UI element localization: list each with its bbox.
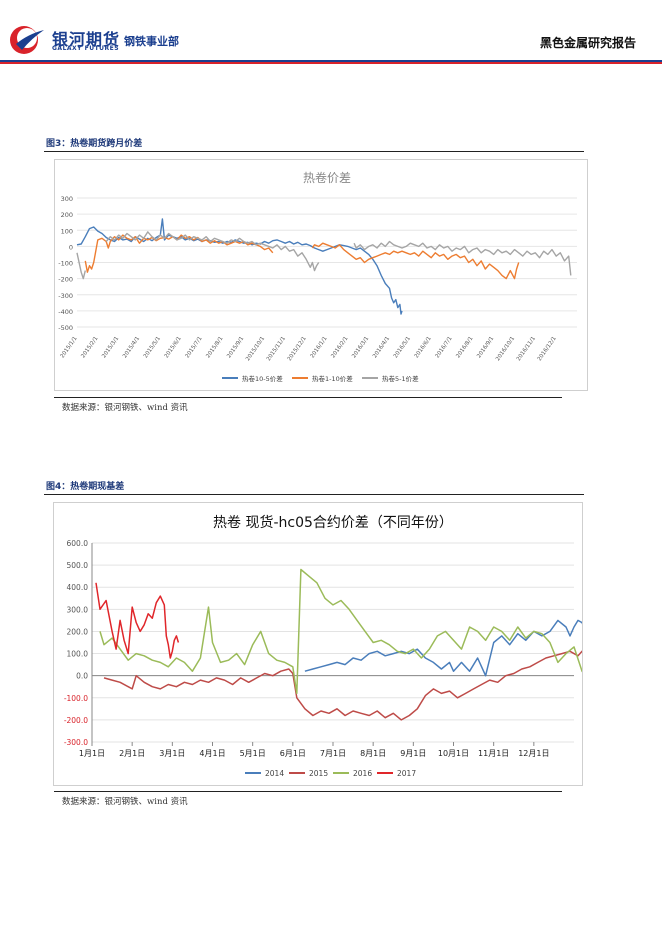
series-line — [76, 231, 572, 280]
y-tick-label: 300 — [61, 195, 73, 203]
legend-label: 2016 — [353, 769, 372, 778]
y-tick-label: -200 — [58, 276, 73, 284]
x-tick-label: 2015/4/1 — [122, 336, 141, 360]
x-tick-label: 12月1日 — [518, 749, 549, 758]
x-tick-label: 5月1日 — [240, 749, 266, 758]
x-tick-label: 2015/1/1 — [60, 336, 79, 360]
y-tick-label: 200 — [61, 211, 73, 219]
x-tick-label: 2016/7/1 — [435, 336, 454, 360]
galaxy-logo-icon — [10, 26, 44, 54]
department-label: 钢铁事业部 — [124, 35, 179, 48]
y-tick-label: 400.0 — [67, 583, 89, 592]
figure3-source: 数据来源：银河钢铁、wind 资讯 — [62, 403, 188, 413]
x-tick-label: 2016/12/1 — [537, 336, 558, 363]
series-line — [99, 568, 613, 695]
x-tick-label: 2015/6/1 — [164, 336, 183, 360]
x-tick-label: 2015/12/1 — [287, 336, 308, 363]
figure3-caption: 图3：热卷期货跨月价差 — [46, 139, 143, 149]
x-tick-label: 1月1日 — [79, 749, 105, 758]
y-tick-label: -300 — [58, 292, 73, 300]
y-tick-label: -400 — [58, 308, 73, 316]
x-tick-label: 2015/10/1 — [245, 336, 266, 363]
x-tick-label: 2016/5/1 — [393, 336, 412, 360]
figure4-top-rule — [44, 494, 584, 495]
x-tick-label: 2016/1/1 — [310, 336, 329, 360]
series-line — [304, 619, 613, 677]
logo-text-cn: 银河期货 — [52, 30, 121, 49]
x-tick-label: 4月1日 — [199, 749, 225, 758]
x-tick-label: 2015/8/1 — [205, 336, 224, 360]
y-tick-label: 600.0 — [67, 539, 89, 548]
legend-label: 热卷1-10价差 — [312, 374, 353, 383]
x-tick-label: 2月1日 — [119, 749, 145, 758]
figure3-chart: 热卷价差 300 200 100 0 -100 -200 -300 -400 -500 2015/1… — [54, 159, 588, 391]
x-tick-label: 9月1日 — [400, 749, 426, 758]
x-tick-label: 2016/2/1 — [330, 336, 349, 360]
y-tick-label: 500.0 — [67, 561, 89, 570]
figure4-chart: 热卷 现货-hc05合约价差（不同年份） 600.0 500.0 400.0 300.0… — [53, 502, 613, 786]
series-line — [103, 646, 613, 721]
x-tick-label: 11月1日 — [478, 749, 509, 758]
x-tick-label: 2015/11/1 — [266, 336, 287, 363]
figure4-bottom-rule — [54, 791, 562, 792]
x-tick-label: 3月1日 — [159, 749, 185, 758]
x-tick-label: 8月1日 — [360, 749, 386, 758]
x-tick-label: 2016/3/1 — [351, 336, 370, 360]
figure3-top-rule — [44, 151, 584, 152]
figure4-source: 数据来源：银河钢铁、wind 资讯 — [62, 797, 188, 807]
chart-title: 热卷价差 — [303, 170, 351, 185]
x-tick-label: 2015/9/1 — [226, 336, 245, 360]
x-tick-label: 2015/5/1 — [143, 336, 162, 360]
x-tick-label: 2015/2/1 — [80, 336, 99, 360]
figure4-caption: 图4：热卷期现基差 — [46, 482, 125, 492]
y-tick-label: 300.0 — [67, 605, 89, 614]
series-line — [84, 234, 520, 280]
chart-title: 热卷 现货-hc05合约价差（不同年份） — [213, 514, 453, 531]
legend-label: 热卷5-1价差 — [382, 374, 419, 383]
x-tick-label: 2015/3/1 — [101, 336, 120, 360]
x-tick-label: 2015/7/1 — [185, 336, 204, 360]
report-title: 黑色金属研究报告 — [539, 36, 636, 50]
logo-text-en: GALAXY FUTURES — [52, 45, 120, 52]
y-tick-label: -100.0 — [64, 694, 88, 703]
header-rule-red — [0, 62, 662, 64]
series-line — [95, 582, 180, 659]
series-line — [76, 218, 403, 315]
x-tick-label: 7月1日 — [320, 749, 346, 758]
y-tick-label: -300.0 — [64, 738, 88, 747]
x-tick-label: 2016/10/1 — [495, 336, 516, 363]
y-tick-label: 100 — [61, 227, 73, 235]
figure3-bottom-rule — [54, 397, 562, 398]
y-tick-label: -200.0 — [64, 716, 88, 725]
y-tick-label: -100 — [58, 260, 73, 268]
x-tick-label: 6月1日 — [280, 749, 306, 758]
x-tick-label: 2016/9/1 — [476, 336, 495, 360]
x-tick-label: 2016/11/1 — [516, 336, 537, 363]
figure3-chart-svg: 热卷价差 300 200 100 0 -100 -200 -300 -400 -500 2015/1… — [58, 170, 577, 383]
legend-label: 热卷10-5价差 — [242, 374, 283, 383]
y-tick-label: -500 — [58, 324, 73, 332]
figure4-chart-svg: 热卷 现货-hc05合约价差（不同年份） 600.0 500.0 400.0 300.0… — [64, 514, 613, 778]
y-tick-label: 200.0 — [67, 627, 89, 636]
y-tick-label: 0 — [69, 243, 73, 251]
x-tick-label: 2016/4/1 — [372, 336, 391, 360]
x-tick-label: 2016/8/1 — [455, 336, 474, 360]
y-tick-label: 0.0 — [76, 672, 88, 681]
header-rule-blue — [0, 60, 662, 62]
legend-label: 2017 — [397, 769, 416, 778]
legend-label: 2015 — [309, 769, 328, 778]
x-tick-label: 2016/6/1 — [414, 336, 433, 360]
y-tick-label: 100.0 — [67, 650, 89, 659]
legend-label: 2014 — [265, 769, 284, 778]
x-tick-label: 10月1日 — [438, 749, 469, 758]
logo — [8, 24, 50, 56]
